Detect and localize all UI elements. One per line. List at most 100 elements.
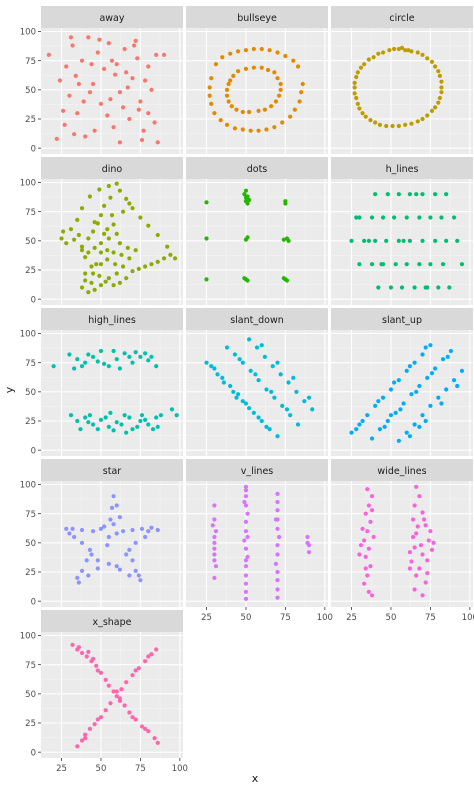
point-circle: [363, 114, 368, 119]
point-away: [127, 116, 132, 122]
point-circle: [392, 46, 397, 52]
strip-away: [41, 6, 183, 28]
point-high_lines: [130, 427, 135, 432]
point-slant_down: [272, 395, 277, 400]
point-h_lines: [459, 262, 465, 267]
point-star: [95, 558, 100, 563]
point-x_shape: [114, 689, 119, 694]
point-v_lines: [212, 546, 217, 551]
point-slant_down: [264, 424, 269, 429]
y-tick-label: 50: [25, 237, 36, 247]
point-bullseye: [209, 101, 214, 106]
point-circle: [380, 50, 386, 55]
point-circle: [439, 79, 444, 84]
point-star: [146, 529, 151, 534]
point-x_shape: [143, 726, 148, 731]
point-dino: [106, 276, 111, 281]
point-high_lines: [108, 410, 113, 415]
point-wide_lines: [425, 558, 430, 563]
point-h_lines: [425, 285, 430, 290]
point-x_shape: [83, 736, 88, 741]
point-v_lines: [212, 552, 217, 557]
point-h_lines: [428, 215, 433, 220]
point-slant_up: [436, 395, 441, 400]
point-wide_lines: [412, 503, 417, 508]
point-slant_up: [396, 438, 401, 443]
point-star: [79, 540, 85, 545]
point-x_shape: [86, 649, 91, 654]
point-slant_down: [278, 372, 283, 377]
point-slant_down: [247, 406, 252, 411]
point-circle: [415, 119, 420, 124]
point-slant_up: [388, 413, 394, 418]
point-star: [139, 526, 145, 531]
point-h_lines: [357, 215, 362, 220]
y-axis-label: y: [3, 386, 16, 393]
point-slant_down: [291, 375, 296, 380]
point-star: [84, 558, 89, 563]
point-dino: [108, 195, 113, 200]
strip-high_lines: [41, 308, 183, 330]
point-circle: [390, 123, 395, 129]
point-away: [70, 43, 75, 48]
point-star: [149, 525, 154, 530]
point-high_lines: [117, 366, 122, 371]
point-wide_lines: [423, 580, 428, 585]
y-tick-label: 50: [25, 388, 36, 398]
point-x_shape: [133, 668, 138, 673]
point-slant_down: [248, 368, 253, 373]
point-h_lines: [385, 192, 390, 197]
point-dino: [87, 194, 93, 199]
point-wide_lines: [366, 503, 371, 508]
point-h_lines: [396, 192, 401, 197]
point-slant_down: [256, 378, 261, 383]
point-v_lines: [243, 573, 249, 578]
point-x_shape: [114, 694, 119, 699]
point-v_lines: [210, 523, 215, 528]
point-bullseye: [213, 62, 219, 67]
point-away: [117, 140, 122, 145]
point-high_lines: [75, 357, 80, 362]
strip-label-circle: circle: [389, 13, 414, 24]
point-circle: [355, 70, 360, 75]
strip-label-h_lines: h_lines: [386, 164, 419, 175]
strip-h_lines: [331, 157, 473, 179]
point-slant_down: [280, 403, 285, 408]
point-slant_down: [262, 354, 267, 359]
point-wide_lines: [365, 573, 370, 578]
point-slant_up: [392, 380, 397, 385]
point-away: [117, 90, 122, 95]
point-away: [46, 52, 51, 57]
point-slant_up: [439, 401, 444, 406]
point-dino: [75, 217, 80, 222]
point-away: [120, 105, 126, 110]
point-high_lines: [114, 420, 119, 425]
strip-dots: [186, 157, 328, 179]
point-high_lines: [130, 360, 135, 365]
point-circle: [362, 62, 367, 67]
point-h_lines: [362, 238, 367, 243]
point-dino: [83, 278, 88, 283]
point-slant_down: [253, 372, 258, 377]
x-tick-label: 75: [425, 613, 436, 623]
point-slant_down: [256, 415, 261, 420]
point-dino: [105, 248, 110, 253]
point-circle: [437, 95, 442, 101]
point-slant_down: [204, 360, 209, 365]
point-v_lines: [243, 519, 249, 524]
point-circle: [403, 122, 408, 127]
point-high_lines: [111, 428, 116, 433]
point-wide_lines: [414, 573, 419, 578]
point-bullseye: [278, 81, 283, 87]
point-slant_up: [428, 343, 433, 348]
panel-bg-bullseye: [186, 28, 328, 154]
panel-bg-x_shape: [41, 632, 183, 758]
point-dino: [103, 279, 108, 284]
point-wide_lines: [407, 550, 412, 555]
panel-bg-away: [41, 28, 183, 154]
point-wide_lines: [418, 543, 424, 548]
point-slant_up: [404, 430, 409, 435]
point-slant_up: [433, 366, 438, 371]
panel-bg-dots: [186, 179, 328, 305]
